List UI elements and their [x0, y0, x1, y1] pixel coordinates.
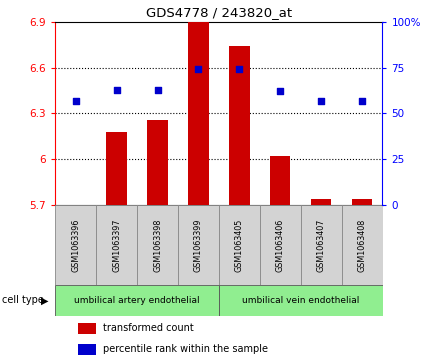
Point [195, 66, 202, 72]
Text: percentile rank within the sample: percentile rank within the sample [103, 344, 268, 354]
Point [72, 98, 79, 103]
Point [277, 89, 283, 94]
Bar [78, 344, 96, 355]
Bar [55, 285, 219, 316]
Bar [219, 205, 260, 285]
Bar [352, 199, 372, 205]
Point [113, 87, 120, 93]
Bar [342, 205, 383, 285]
Bar [270, 156, 290, 205]
Text: GSM1063408: GSM1063408 [357, 219, 366, 272]
Bar [300, 205, 342, 285]
Point [236, 66, 243, 72]
Text: GSM1063398: GSM1063398 [153, 218, 162, 272]
Title: GDS4778 / 243820_at: GDS4778 / 243820_at [146, 6, 292, 19]
Bar [219, 285, 382, 316]
Text: GSM1063399: GSM1063399 [194, 218, 203, 272]
Text: GSM1063407: GSM1063407 [317, 218, 326, 272]
Text: umbilical vein endothelial: umbilical vein endothelial [242, 296, 360, 305]
Bar [147, 119, 168, 205]
Text: umbilical artery endothelial: umbilical artery endothelial [74, 296, 200, 305]
Point [318, 98, 325, 103]
Bar [55, 205, 96, 285]
Point [359, 98, 366, 103]
Bar [137, 205, 178, 285]
Text: ▶: ▶ [41, 295, 48, 305]
Point [154, 87, 161, 93]
Bar [260, 205, 300, 285]
Bar [188, 22, 209, 205]
Text: GSM1063405: GSM1063405 [235, 218, 244, 272]
Text: GSM1063396: GSM1063396 [71, 218, 80, 272]
Bar [178, 205, 219, 285]
Bar [311, 199, 332, 205]
Bar [78, 323, 96, 334]
Text: GSM1063406: GSM1063406 [276, 219, 285, 272]
Bar [229, 46, 249, 205]
Text: GSM1063397: GSM1063397 [112, 218, 121, 272]
Text: cell type: cell type [2, 295, 44, 305]
Text: transformed count: transformed count [103, 323, 193, 333]
Bar [106, 132, 127, 205]
Bar [96, 205, 137, 285]
